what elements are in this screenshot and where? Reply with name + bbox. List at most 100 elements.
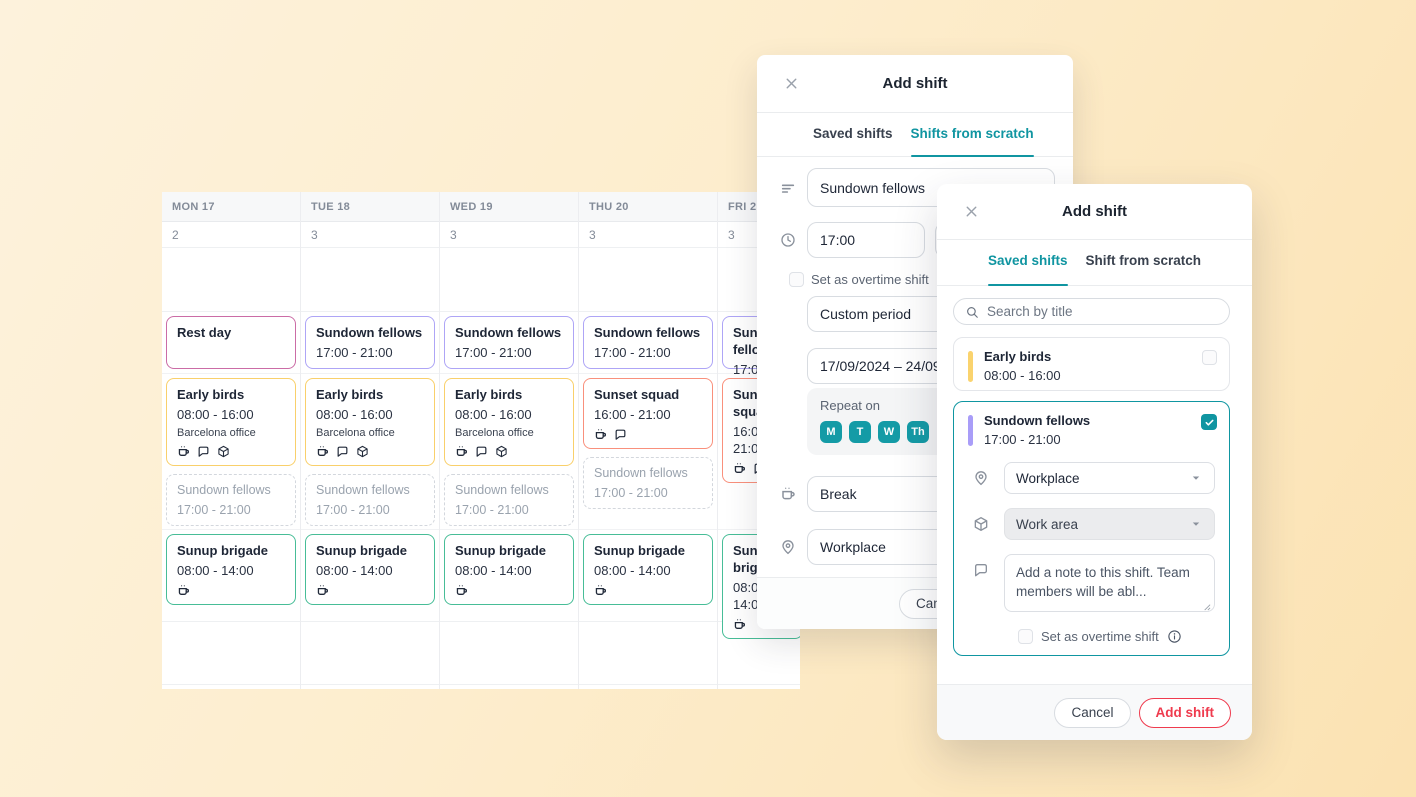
shift-icons <box>455 584 563 597</box>
tab-shift-from-scratch[interactable]: Shift from scratch <box>1085 253 1202 268</box>
break-icon <box>595 429 606 439</box>
shift-checkbox[interactable] <box>1202 350 1217 365</box>
overtime-checkbox[interactable] <box>789 271 804 287</box>
shift-count: 3 <box>450 227 457 242</box>
location-pin-icon <box>779 539 797 555</box>
shift-row-2: Early birds 08:00 - 16:00 Barcelona offi… <box>301 374 439 530</box>
add-shift-modal-saved: Add shift Saved shifts Shift from scratc… <box>937 184 1252 740</box>
shift-card-sundown-fellows[interactable]: Sundown fellows 17:00 - 21:00 <box>583 316 713 369</box>
break-value: Break <box>820 486 857 502</box>
shift-time: 17:00 - 21:00 <box>455 503 529 517</box>
tab-saved-shifts[interactable]: Saved shifts <box>813 126 893 141</box>
shift-checkbox-checked[interactable] <box>1201 414 1217 430</box>
shift-card-early-birds[interactable]: Early birds 08:00 - 16:00 Barcelona offi… <box>166 378 296 466</box>
overtime-row: Set as overtime shift <box>789 271 1055 287</box>
break-icon <box>456 446 467 456</box>
day-label: THU 20 <box>589 200 629 213</box>
shift-row-1: Sundown fellows 17:00 - 21:00 <box>301 312 439 374</box>
shift-icons <box>594 584 702 597</box>
shift-count-cell: 3 <box>301 222 439 248</box>
day-label: FRI 21 <box>728 200 763 213</box>
shift-card-sundown-fellows[interactable]: Sundown fellows 17:00 - 21:00 <box>305 316 435 369</box>
day-header: TUE 18 <box>301 192 439 222</box>
start-time-input[interactable]: 17:00 <box>807 222 925 258</box>
empty-cell <box>718 622 800 685</box>
shift-time: 08:00 - 14:00 <box>455 563 532 578</box>
search-input[interactable] <box>987 304 1218 319</box>
break-icon <box>734 619 745 629</box>
resize-handle[interactable] <box>1202 602 1211 611</box>
day-header: MON 17 <box>162 192 300 222</box>
shift-title: Sundown fellows <box>316 325 423 340</box>
clock-icon <box>779 232 797 248</box>
work-area-select[interactable]: Work area <box>1004 508 1215 540</box>
shift-card-sunup-brigade[interactable]: Sunup brigade 08:00 - 14:00 <box>583 534 713 605</box>
break-icon <box>456 585 467 595</box>
shift-card-sunup-brigade[interactable]: Sunup brigade 08:00 - 14:00 <box>305 534 435 605</box>
shift-row-1: Sundown fellows 17:00 - 21:00 <box>579 312 717 374</box>
break-icon <box>779 486 797 502</box>
shift-title: Sundown fellows <box>984 413 1091 428</box>
close-icon[interactable] <box>963 203 980 220</box>
tab-shifts-from-scratch[interactable]: Shifts from scratch <box>910 113 1034 157</box>
add-shift-button[interactable]: Add shift <box>1138 697 1231 728</box>
day-chip-thursday[interactable]: Th <box>907 421 929 443</box>
work-area-value: Work area <box>1016 516 1079 532</box>
repeat-day-chips: M T W Th <box>820 421 1042 443</box>
tab-saved-shifts[interactable]: Saved shifts <box>987 240 1068 286</box>
shift-count: 2 <box>172 227 179 242</box>
shift-time: 17:00 - 21:00 <box>316 503 390 517</box>
saved-shift-early-birds[interactable]: Early birds 08:00 - 16:00 <box>953 337 1230 391</box>
overtime-checkbox[interactable] <box>1018 629 1033 644</box>
shift-card-rest-day[interactable]: Rest day <box>166 316 296 369</box>
calendar-column-thu: THU 20 3 Sundown fellows 17:00 - 21:00 S… <box>579 192 718 689</box>
suggested-shift-card[interactable]: Sundown fellows 17:00 - 21:00 <box>583 457 713 509</box>
shift-card-sunset-squad[interactable]: Sunset squad 16:00 - 21:00 <box>583 378 713 449</box>
shift-title: Sunup brigade <box>594 543 685 558</box>
suggested-shift-card[interactable]: Sundown fellows 17:00 - 21:00 <box>166 474 296 526</box>
day-label: MON 17 <box>172 200 215 213</box>
suggested-shift-card[interactable]: Sundown fellows 17:00 - 21:00 <box>444 474 574 526</box>
modal-header: Add shift <box>937 184 1252 240</box>
shift-card-sunup-brigade[interactable]: Sunup brigade 08:00 - 14:00 <box>166 534 296 605</box>
shift-card-sundown-fellows[interactable]: Sundown fellows 17:00 - 21:00 <box>444 316 574 369</box>
calendar-column-tue: TUE 18 3 Sundown fellows 17:00 - 21:00 E… <box>301 192 440 689</box>
day-chip-wednesday[interactable]: W <box>878 421 900 443</box>
shift-color-bar <box>968 351 973 382</box>
close-icon[interactable] <box>783 75 800 92</box>
period-value: Custom period <box>820 306 912 322</box>
day-chip-monday[interactable]: M <box>820 421 842 443</box>
shift-card-early-birds[interactable]: Early birds 08:00 - 16:00 Barcelona offi… <box>444 378 574 466</box>
shift-row-2: Sunset squad 16:00 - 21:00 Sundown fello… <box>579 374 717 530</box>
shift-row-2: Early birds 08:00 - 16:00 Barcelona offi… <box>440 374 578 530</box>
date-range-value: 17/09/2024 – 24/09/2024 <box>820 358 976 374</box>
note-icon <box>337 446 348 457</box>
shift-location: Barcelona office <box>316 427 395 439</box>
shift-time: 08:00 - 16:00 <box>316 407 393 422</box>
location-pin-icon <box>972 470 990 486</box>
note-textarea[interactable] <box>1004 554 1215 612</box>
shift-row-1: Sundown fellows 17:00 - 21:00 <box>440 312 578 374</box>
note-icon <box>615 429 626 440</box>
modal-footer: Cancel Add shift <box>937 684 1252 740</box>
shift-card-sunup-brigade[interactable]: Sunup brigade 08:00 - 14:00 <box>444 534 574 605</box>
modal-body: Early birds 08:00 - 16:00 Sundown fellow… <box>937 286 1252 656</box>
shift-row-3: Sunup brigade 08:00 - 14:00 <box>579 530 717 622</box>
cancel-button[interactable]: Cancel <box>1054 697 1131 728</box>
saved-shift-sundown-fellows[interactable]: Sundown fellows 17:00 - 21:00 Workplace <box>953 401 1230 656</box>
workplace-select[interactable]: Workplace <box>1004 462 1215 494</box>
shift-time: 17:00 - 21:00 <box>455 345 532 360</box>
shift-icons <box>316 445 424 458</box>
shift-time: 08:00 - 14:00 <box>316 563 393 578</box>
shift-title: Sundown fellows <box>455 325 562 340</box>
calendar-column-mon: MON 17 2 Rest day Early birds 08:00 - 16… <box>162 192 301 689</box>
day-chip-tuesday[interactable]: T <box>849 421 871 443</box>
shift-card-early-birds[interactable]: Early birds 08:00 - 16:00 Barcelona offi… <box>305 378 435 466</box>
title-lines-icon <box>779 180 797 196</box>
empty-cell <box>579 248 717 312</box>
shift-time: 08:00 - 16:00 <box>177 407 254 422</box>
shift-title: Sunset squad <box>594 387 680 402</box>
shift-title: Early birds <box>455 387 523 402</box>
info-icon[interactable] <box>1167 629 1182 644</box>
suggested-shift-card[interactable]: Sundown fellows 17:00 - 21:00 <box>305 474 435 526</box>
